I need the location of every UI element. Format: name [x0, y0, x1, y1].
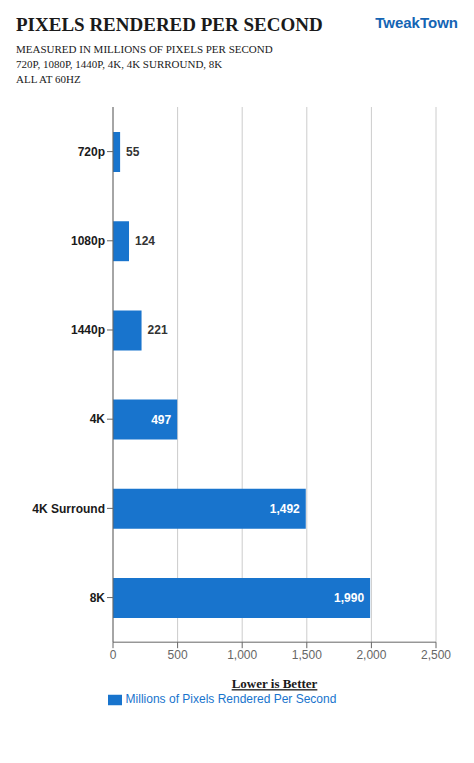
- svg-text:500: 500: [168, 648, 188, 662]
- html-text:TweakTown: TweakTown: [375, 14, 458, 31]
- svg-text:2,000: 2,000: [356, 648, 386, 662]
- html-text:Millions of Pixels Rendered Pe: Millions of Pixels Rendered Per Second: [125, 692, 337, 707]
- svg-text:720p: 720p: [78, 145, 105, 159]
- svg-text:4K Surround: 4K Surround: [32, 502, 105, 516]
- svg-text:221: 221: [148, 323, 168, 337]
- svg-text:8K: 8K: [90, 591, 106, 605]
- svg-text:1,500: 1,500: [292, 648, 322, 662]
- svg-text:1,990: 1,990: [334, 591, 364, 605]
- svg-text:1,492: 1,492: [270, 502, 300, 516]
- html-text:PIXELS RENDERED PER SECOND: PIXELS RENDERED PER SECOND: [16, 14, 323, 35]
- html-text:ALL AT 60HZ: ALL AT 60HZ: [16, 73, 81, 85]
- svg-text:1080p: 1080p: [71, 234, 105, 248]
- svg-text:0: 0: [110, 648, 117, 662]
- svg-text:1,000: 1,000: [227, 648, 257, 662]
- html-text:720P, 1080P, 1440P, 4K, 4K SUR: 720P, 1080P, 1440P, 4K, 4K SURROUND, 8K: [16, 58, 223, 70]
- svg-text:Lower is Better: Lower is Better: [232, 676, 318, 691]
- html-text:MEASURED IN MILLIONS OF PIXELS: MEASURED IN MILLIONS OF PIXELS PER SECON…: [16, 43, 273, 55]
- svg-text:2,500: 2,500: [421, 648, 451, 662]
- svg-text:497: 497: [151, 413, 171, 427]
- svg-text:55: 55: [126, 145, 140, 159]
- svg-text:4K: 4K: [90, 412, 106, 426]
- svg-text:124: 124: [135, 234, 155, 248]
- svg-text:1440p: 1440p: [71, 323, 105, 337]
